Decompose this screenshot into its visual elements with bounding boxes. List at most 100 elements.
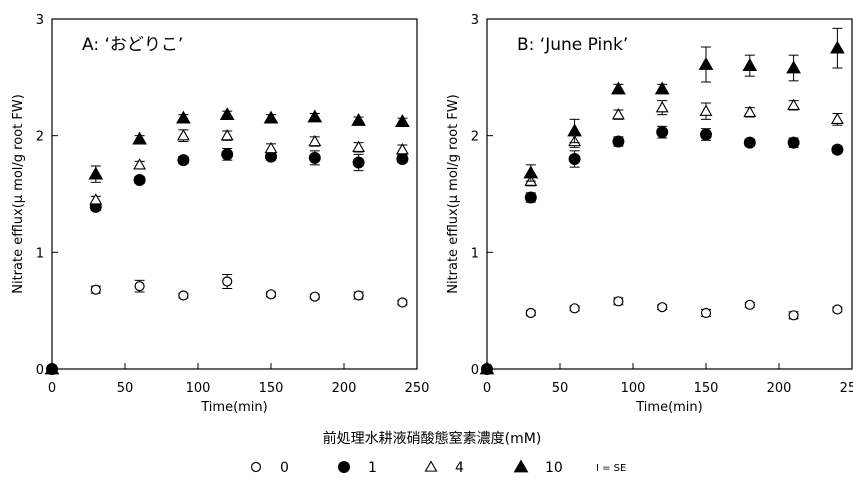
legend-label-0: 0	[280, 460, 289, 476]
data-point	[263, 110, 279, 124]
data-point	[699, 104, 713, 116]
data-point	[395, 114, 410, 128]
data-point	[395, 143, 409, 155]
data-point	[569, 303, 580, 314]
data-point	[568, 153, 581, 165]
series-1	[481, 125, 844, 375]
data-point	[657, 302, 668, 313]
y-tick-label: 3	[471, 13, 479, 28]
data-point	[830, 40, 845, 54]
x-tick-label: 200	[332, 381, 357, 396]
data-point	[611, 108, 625, 120]
series-10	[479, 27, 845, 375]
data-point	[44, 361, 60, 375]
panel-title: A: ‘おどりこ’	[82, 35, 183, 55]
data-point	[396, 153, 409, 165]
data-point	[525, 307, 536, 319]
x-tick-label: 100	[186, 381, 211, 396]
data-point	[90, 284, 101, 295]
x-axis-label: Time(min)	[200, 400, 267, 415]
legend-label-1: 1	[368, 460, 377, 476]
x-tick-label: 150	[259, 381, 284, 396]
data-point	[352, 140, 366, 153]
x-tick-label: 0	[483, 381, 491, 396]
data-point	[178, 290, 189, 301]
data-point	[742, 58, 758, 72]
data-point	[655, 101, 669, 113]
y-tick-label: 2	[36, 130, 44, 145]
legend: 0 1 4 10 I = SE	[250, 459, 626, 476]
y-tick-label: 0	[36, 363, 44, 378]
data-point	[134, 281, 145, 292]
legend-entry-1: 1	[338, 460, 377, 476]
data-point	[524, 191, 537, 204]
legend-marker-1	[338, 461, 350, 473]
data-point	[788, 310, 799, 321]
panel-title: B: ‘June Pink’	[517, 35, 628, 55]
series-0	[481, 296, 843, 375]
data-point	[221, 148, 234, 161]
data-point	[176, 129, 190, 141]
shared-x-axis-label: 前処理水耕液硝酸態窒素濃度(mM)	[323, 430, 542, 447]
data-point	[397, 297, 408, 308]
x-tick-label: 200	[767, 381, 792, 396]
data-point	[700, 128, 712, 141]
legend-error-note: I = SE	[596, 463, 626, 474]
data-point	[654, 81, 670, 95]
legend-label-2: 4	[455, 460, 464, 476]
data-point	[353, 290, 364, 301]
data-point	[222, 276, 233, 287]
data-point	[264, 141, 278, 154]
x-tick-label: 250	[405, 381, 430, 396]
y-tick-label: 2	[471, 130, 479, 145]
legend-marker-0	[250, 461, 262, 473]
panel-a: 0 50 100 150 200 250 0 1 2 3 Time(min) Nitrate effl…	[11, 13, 429, 415]
data-point	[133, 158, 147, 170]
data-point	[613, 296, 624, 307]
y-tick-label: 3	[36, 13, 44, 28]
data-point	[88, 166, 104, 180]
data-point	[307, 109, 323, 123]
data-point	[308, 151, 321, 164]
data-point	[523, 165, 539, 179]
data-point	[611, 81, 626, 95]
data-point	[612, 135, 625, 148]
legend-marker-10	[513, 459, 529, 473]
plot-frame	[51, 18, 418, 370]
data-point	[567, 123, 582, 137]
series-1	[46, 148, 409, 375]
x-tick-label: 100	[621, 381, 646, 396]
x-tick-label: 50	[552, 381, 569, 396]
x-axis-label: Time(min)	[635, 400, 702, 415]
y-tick-label: 1	[471, 246, 479, 261]
data-point	[132, 131, 147, 145]
y-axis-label: Nitrate efflux(μ mol/g root FW)	[446, 94, 461, 294]
data-point	[743, 105, 757, 118]
data-point	[220, 129, 234, 141]
data-point	[830, 112, 844, 125]
data-point	[698, 56, 714, 70]
legend-entry-3: 10	[513, 459, 563, 476]
x-tick-label: 250	[840, 381, 853, 396]
data-point	[700, 307, 712, 319]
plot-frame	[486, 18, 853, 370]
data-point	[744, 299, 755, 310]
data-point	[786, 60, 801, 74]
data-point	[89, 193, 103, 205]
data-point	[351, 112, 366, 126]
data-point	[219, 107, 235, 121]
series-10	[44, 107, 410, 375]
legend-label-3: 10	[545, 460, 563, 476]
y-tick-label: 0	[471, 363, 479, 378]
data-point	[176, 110, 191, 124]
data-point	[177, 154, 190, 167]
data-point	[133, 174, 146, 186]
series-0	[46, 274, 408, 375]
data-point	[352, 156, 365, 169]
legend-entry-2: 4	[424, 460, 464, 476]
data-point	[265, 289, 277, 300]
data-point	[656, 126, 669, 139]
y-tick-label: 1	[36, 246, 44, 261]
legend-entry-0: 0	[250, 460, 289, 476]
